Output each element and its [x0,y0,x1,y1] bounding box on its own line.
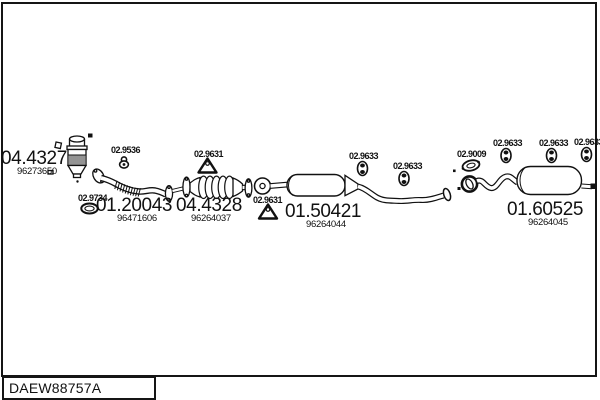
hw-code-grommet-4: 02.9633 [539,138,569,148]
part-oe-mid-muffler: 96264044 [306,219,346,230]
part-code-rear-muffler: 01.60525 [507,199,584,220]
part-code-mid-muffler: 01.50421 [285,201,362,222]
drawing-code: DAEW88757A [9,380,102,396]
part-oe-front-pipe: 96471606 [117,213,157,224]
part-code-front-pipe: 01.20043 [96,195,173,216]
hw-code-grommet-3: 02.9633 [493,138,523,148]
rubber-grommet-icon [580,146,593,163]
triangle-hanger-icon [197,157,218,174]
hw-code-flange-gasket: 02.9009 [457,149,487,159]
hw-code-triangle-hanger-1: 02.9631 [194,149,224,159]
rear-muffler-drawing [475,165,597,196]
catalyst-drawing [182,175,253,200]
pipe-clamp [453,169,479,193]
drawing-frame [1,2,597,377]
part-code-front-catalyst: 04.4327 [1,148,67,169]
gasket-ring-icon [118,156,130,169]
rubber-grommet-icon [356,160,369,177]
mid-muffler-drawing [270,173,452,205]
part-oe-catalyst: 96264037 [191,213,231,224]
rubber-grommet-icon [545,147,558,164]
hw-code-grommet-2: 02.9633 [393,161,423,171]
title-block: DAEW88757A [2,376,156,400]
hw-code-o-ring: 02.9734 [78,193,108,203]
rubber-grommet-icon [500,147,512,164]
front-pipe-drawing [92,168,184,202]
front-catalyst-drawing [47,133,93,183]
hw-code-grommet-1: 02.9633 [349,151,379,161]
hw-code-grommet-5: 02.9633 [574,137,600,147]
rubber-grommet-icon [398,170,410,187]
joint-disc-flange [253,177,272,195]
hw-code-gasket: 02.9536 [111,145,141,155]
hw-code-triangle-hanger-2: 02.9631 [253,195,283,205]
part-oe-rear-muffler: 96264045 [528,217,568,228]
triangle-hanger-icon [257,203,279,220]
flange-gasket-icon [461,159,481,172]
part-code-catalyst: 04.4328 [176,195,242,216]
part-oe-front-catalyst: 96273650 [17,166,57,177]
o-ring-icon [80,202,99,215]
